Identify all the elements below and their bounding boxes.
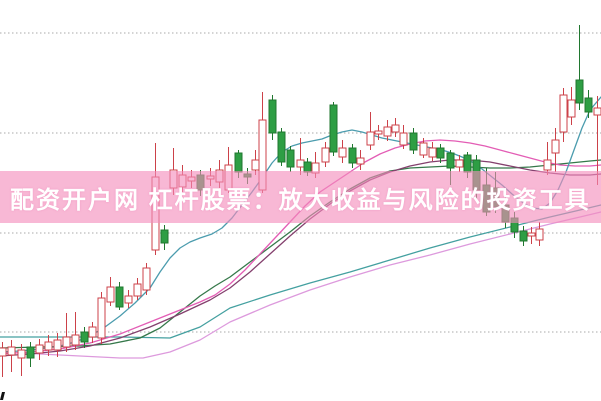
candle-body (593, 107, 601, 116)
candle-body (419, 142, 428, 156)
candle-body (338, 147, 347, 158)
candle-body (268, 99, 277, 134)
candle-body (251, 159, 260, 171)
candle-body (17, 349, 26, 359)
candle-body (446, 152, 455, 169)
candle-body (0, 347, 7, 357)
candle-body (559, 94, 568, 133)
candle-body (277, 131, 286, 163)
corner-mark-glyph (0, 392, 5, 400)
candle-body (53, 339, 62, 351)
candle-body (463, 154, 472, 173)
candle-body (348, 147, 357, 164)
candle-body (428, 147, 437, 158)
candle-body (296, 159, 305, 168)
candle-body (399, 132, 408, 146)
candle-body (234, 152, 243, 173)
candle-body (44, 341, 53, 351)
headline-text: 配资开户网 杠杆股票：放大收益与风险的投资工具 (10, 186, 591, 214)
candle-body (519, 230, 528, 242)
candle-body (35, 344, 44, 354)
corner-mark (0, 392, 5, 400)
candle-body (535, 228, 544, 241)
candle-body (551, 139, 560, 154)
candle-body (455, 159, 464, 168)
candle-body (124, 295, 133, 304)
candle-body (133, 283, 142, 297)
candle-body (436, 147, 445, 159)
candle-body (71, 334, 80, 346)
candle-body (356, 157, 365, 165)
candle-body (366, 131, 375, 146)
candle-body (142, 267, 151, 291)
candle-body (391, 124, 400, 133)
candle-body (115, 286, 124, 308)
candle-body (329, 104, 338, 153)
candle-body (584, 97, 593, 113)
candle-body (409, 132, 418, 151)
candle-body (160, 229, 169, 244)
candle-body (527, 232, 536, 237)
candle-body (97, 297, 106, 339)
candle-body (321, 147, 330, 163)
candle-body (62, 336, 71, 348)
candle-body (286, 149, 295, 168)
candle-body (567, 99, 576, 118)
candle-body (374, 130, 383, 135)
candle-body (80, 331, 89, 343)
candle-body (7, 346, 16, 356)
candle-body (543, 159, 552, 171)
headline-banner: 配资开户网 杠杆股票：放大收益与风险的投资工具 (0, 171, 601, 223)
candle-body (383, 126, 392, 137)
candle-body (575, 79, 584, 104)
candle-body (88, 326, 97, 338)
candle-body (26, 346, 35, 359)
candle-body (106, 286, 115, 303)
